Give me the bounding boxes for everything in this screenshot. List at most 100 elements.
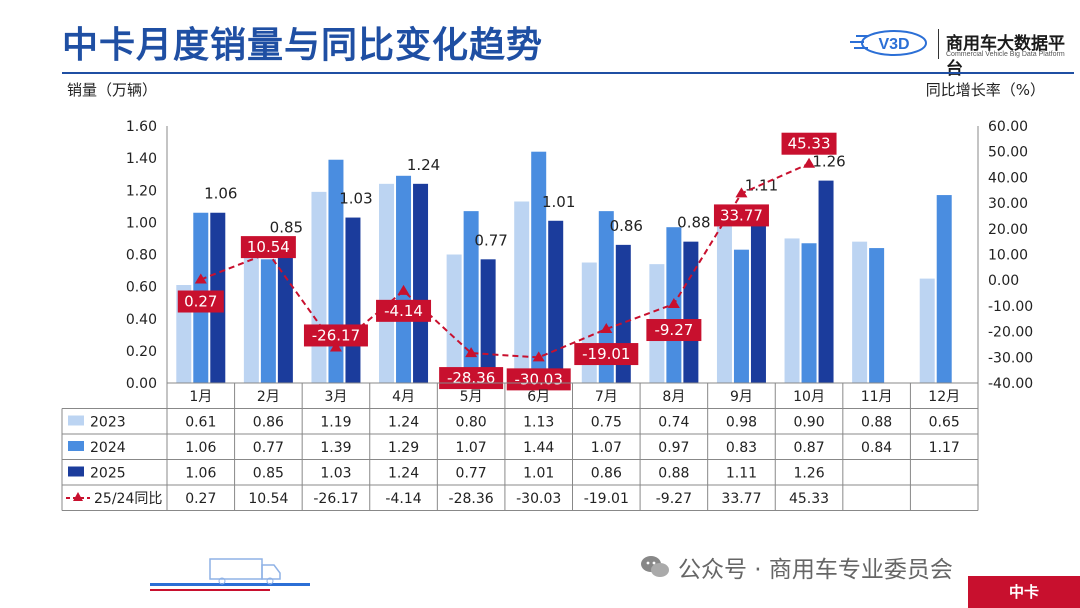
- y-tick-label: 1.40: [126, 151, 157, 167]
- table-cell: 0.88: [658, 466, 689, 482]
- x-tick-label: 9月: [730, 389, 753, 405]
- table-cell: 1.17: [929, 440, 960, 456]
- table-cell: 1.24: [388, 466, 419, 482]
- logo-separator: [938, 29, 939, 59]
- table-cell: 1.29: [388, 440, 419, 456]
- bar-2025: [683, 241, 699, 383]
- table-cell: 1.26: [793, 466, 824, 482]
- bar-2024: [396, 175, 412, 383]
- yoy-value-label: -28.36: [447, 369, 495, 387]
- yoy-label-box: [376, 299, 432, 322]
- y-tick-label: 0.20: [126, 344, 157, 360]
- x-tick-label: 7月: [595, 389, 618, 405]
- table-cell: 0.98: [726, 415, 757, 431]
- bar-2025: [750, 204, 766, 383]
- yoy-label-box: [646, 319, 702, 342]
- yoy-value-label: 33.77: [720, 206, 763, 224]
- yoy-value-label: -19.01: [582, 345, 630, 363]
- bar-2025: [818, 180, 834, 383]
- table-cell: 1.44: [523, 440, 554, 456]
- x-tick-label: 4月: [392, 389, 415, 405]
- bar-2024: [869, 248, 885, 383]
- table-cell: 0.88: [861, 415, 892, 431]
- bar-2023: [514, 201, 530, 383]
- y2-tick-label: 10.00: [988, 248, 1028, 264]
- bar-2023: [379, 183, 395, 383]
- y-tick-label: 1.60: [126, 119, 157, 135]
- table-cell: 0.61: [185, 415, 216, 431]
- table-cell: 1.06: [185, 440, 216, 456]
- legend-label: 2023: [90, 415, 126, 431]
- x-tick-label: 11月: [861, 389, 893, 405]
- yoy-value-label: -30.03: [515, 370, 563, 388]
- table-cell: 0.90: [793, 415, 824, 431]
- brand-logo: V3D 商用车大数据平台 Commercial Vehicle Big Data…: [850, 26, 1070, 79]
- yoy-label-box: [506, 368, 571, 391]
- table-cell: 0.75: [591, 415, 622, 431]
- table-cell: 33.77: [721, 491, 761, 507]
- x-tick-label: 1月: [189, 389, 212, 405]
- bar-2023: [919, 278, 935, 383]
- table-cell: 45.33: [789, 491, 829, 507]
- y-tick-label: 0.00: [126, 376, 157, 392]
- table-cell: -4.14: [385, 491, 421, 507]
- title-rule: [62, 72, 1074, 74]
- legend-swatch-2025: [68, 466, 84, 477]
- legend-label: 2024: [90, 440, 126, 456]
- yoy-marker: [397, 284, 410, 295]
- table-cell: 0.86: [591, 466, 622, 482]
- table-cell: 1.11: [726, 466, 757, 482]
- yoy-marker: [667, 298, 680, 309]
- table-cell: 0.97: [658, 440, 689, 456]
- bar-value-label: 1.06: [204, 185, 237, 203]
- table-cell: -26.17: [313, 491, 358, 507]
- table-cell: -19.01: [584, 491, 629, 507]
- bar-2023: [852, 241, 868, 383]
- yoy-label-box: [781, 132, 837, 155]
- bar-2024: [531, 151, 547, 383]
- bar-value-label: 0.86: [610, 217, 643, 235]
- table-cell: -9.27: [656, 491, 692, 507]
- bar-value-label: 0.77: [474, 231, 507, 249]
- truck-icon: [150, 558, 310, 591]
- table-cell: 0.80: [456, 415, 487, 431]
- bar-2025: [277, 246, 293, 383]
- bar-value-label: 1.01: [542, 193, 575, 211]
- y2-tick-label: 50.00: [988, 145, 1028, 161]
- table-cell: -30.03: [516, 491, 561, 507]
- table-cell: -28.36: [449, 491, 494, 507]
- x-tick-label: 3月: [324, 389, 347, 405]
- bar-2023: [784, 238, 800, 383]
- table-cell: 0.87: [793, 440, 824, 456]
- yoy-line: [200, 162, 810, 359]
- yoy-label-box: [240, 236, 296, 259]
- bar-2024: [598, 211, 614, 383]
- table-cell: 0.65: [929, 415, 960, 431]
- y2-tick-label: 30.00: [988, 196, 1028, 212]
- yoy-label-box: [303, 324, 368, 347]
- y-tick-label: 1.20: [126, 183, 157, 199]
- bar-value-label: 0.88: [677, 214, 710, 232]
- bar-2023: [311, 191, 327, 383]
- y2-tick-label: 0.00: [988, 273, 1019, 289]
- watermark-text: 公众号 · 商用车专业委员会: [678, 557, 953, 583]
- yoy-marker: [194, 273, 207, 284]
- yoy-value-label: -26.17: [312, 326, 360, 344]
- y2-tick-label: -30.00: [988, 350, 1033, 366]
- bar-value-label: 1.03: [339, 190, 372, 208]
- y2-tick-label: -20.00: [988, 325, 1033, 341]
- yoy-label-box: [713, 204, 769, 227]
- v3d-logo-icon: V3D: [850, 30, 927, 56]
- page-title: 中卡月度销量与同比变化趋势: [62, 25, 544, 66]
- yoy-label-box: [439, 367, 504, 390]
- bar-2025: [480, 259, 496, 383]
- table-cell: 0.77: [253, 440, 284, 456]
- x-tick-label: 2月: [257, 389, 280, 405]
- table-cell: 1.07: [591, 440, 622, 456]
- table-cell: 1.06: [185, 466, 216, 482]
- yoy-value-label: 10.54: [247, 238, 290, 256]
- bar-2024: [463, 211, 479, 383]
- bar-2025: [548, 220, 564, 383]
- sales-chart: 销量（万辆） 同比增长率（%） 0.00 0.20 0.40 0.60 0.80 1.00 1.…: [61, 81, 1045, 511]
- bar-value-label: 1.26: [812, 153, 845, 171]
